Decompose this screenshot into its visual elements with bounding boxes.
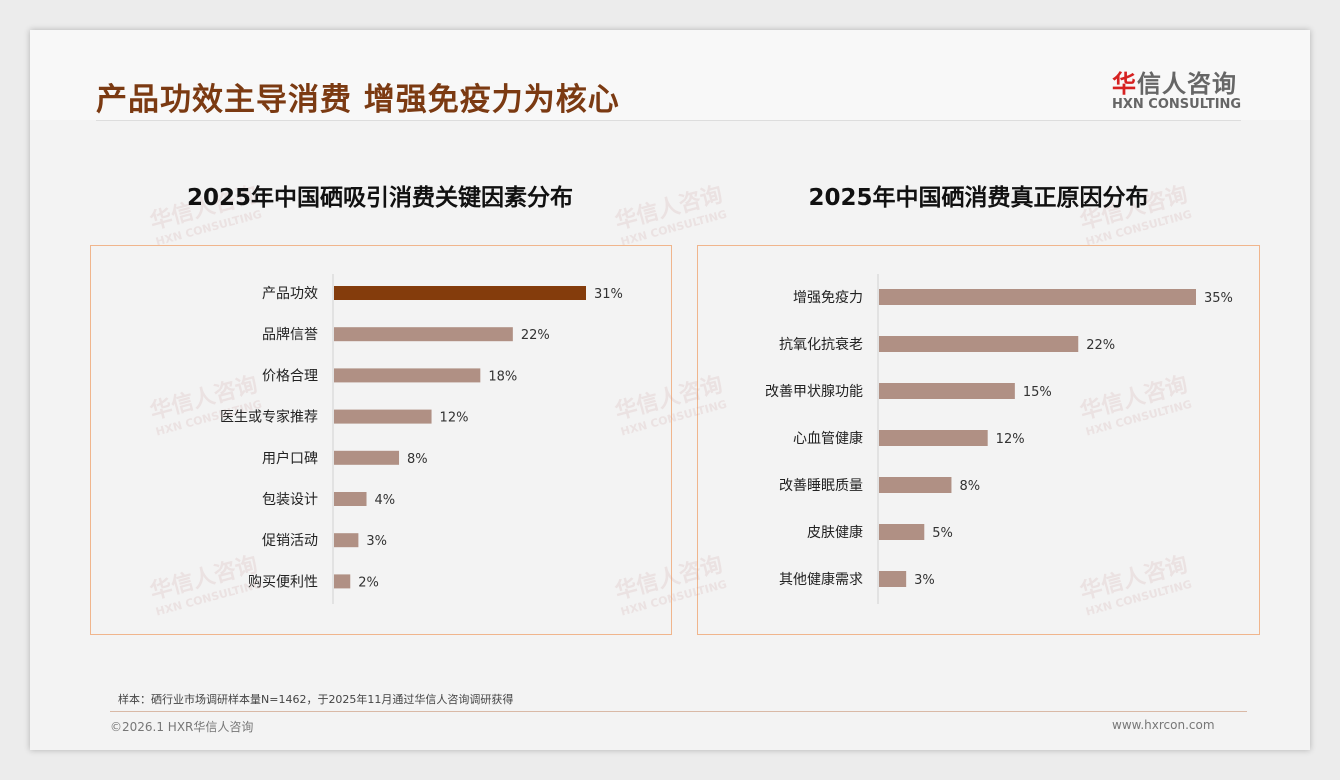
category-label: 包装设计 <box>262 492 318 508</box>
bar <box>334 327 513 342</box>
bar <box>334 286 586 300</box>
category-label: 产品功效 <box>262 286 318 302</box>
data-label: 5% <box>932 526 953 541</box>
category-label: 品牌信誉 <box>262 326 318 343</box>
bar <box>334 574 351 589</box>
bar <box>334 533 359 548</box>
bar <box>879 289 1196 305</box>
bar <box>334 409 432 424</box>
logo-cn: 华信人咨询 <box>1112 70 1237 98</box>
website-link[interactable]: www.hxrcon.com <box>1112 718 1215 732</box>
bar <box>879 336 1079 352</box>
bar <box>334 492 367 506</box>
chart-right: 增强免疫力 35% 抗氧化抗衰老 22% 改善甲状腺功能 15% 心血管健康 12% 改善睡眠质… <box>765 274 1233 604</box>
category-label: 促销活动 <box>262 533 318 549</box>
chart-title-left: 2025年中国硒吸引消费关键因素分布 <box>186 185 573 211</box>
category-label: 皮肤健康 <box>807 524 863 541</box>
slide: 产品功效主导消费 增强免疫力为核心 华信人咨询 HXN CONSULTING 华… <box>30 30 1310 750</box>
bar <box>879 430 988 446</box>
data-label: 22% <box>1086 338 1115 353</box>
category-label: 价格合理 <box>262 368 318 384</box>
data-label: 12% <box>440 411 469 426</box>
divider <box>96 120 1241 121</box>
data-label: 3% <box>914 573 935 588</box>
bar <box>879 571 907 587</box>
chart-panel-right: 增强免疫力 35% 抗氧化抗衰老 22% 改善甲状腺功能 15% 心血管健康 12% 改善睡眠质… <box>697 245 1260 635</box>
page-title: 产品功效主导消费 增强免疫力为核心 <box>96 82 620 118</box>
bar <box>879 383 1015 399</box>
data-label: 18% <box>488 369 517 384</box>
bar <box>334 368 481 383</box>
data-label: 4% <box>375 493 396 508</box>
data-label: 15% <box>1023 385 1052 400</box>
category-label: 改善睡眠质量 <box>779 478 863 494</box>
bar <box>334 450 400 465</box>
bar <box>879 477 952 493</box>
category-label: 医生或专家推荐 <box>220 409 318 426</box>
category-label: 用户口碑 <box>262 450 318 467</box>
data-label: 22% <box>521 328 550 343</box>
category-label: 增强免疫力 <box>793 290 863 306</box>
header <box>30 30 1310 120</box>
category-label: 改善甲状腺功能 <box>765 384 863 400</box>
logo-en: HXN CONSULTING <box>1112 97 1242 112</box>
data-label: 31% <box>594 287 623 302</box>
chart-left: 产品功效 31% 品牌信誉 22% 价格合理 18% 医生或专家推荐 12% 用户口碑 8% 包装设… <box>220 274 623 604</box>
category-label: 购买便利性 <box>248 574 318 590</box>
copyright: ©2026.1 HXR华信人咨询 <box>110 720 254 734</box>
data-label: 35% <box>1204 291 1233 306</box>
data-label: 8% <box>407 452 428 467</box>
sample-note: 样本：硒行业市场调研样本量N=1462，于2025年11月通过华信人咨询调研获得 <box>118 693 514 706</box>
data-label: 2% <box>358 575 379 590</box>
data-label: 8% <box>959 479 980 494</box>
bar <box>879 524 925 540</box>
category-label: 抗氧化抗衰老 <box>779 336 863 353</box>
category-label: 心血管健康 <box>793 430 863 447</box>
footer-divider <box>110 711 1247 712</box>
data-label: 3% <box>366 534 387 549</box>
logo: 华信人咨询 HXN CONSULTING <box>1112 64 1241 112</box>
data-label: 12% <box>996 432 1025 447</box>
chart-title-right: 2025年中国硒消费真正原因分布 <box>808 185 1149 211</box>
category-label: 其他健康需求 <box>779 571 863 588</box>
chart-panel-left: 产品功效 31% 品牌信誉 22% 价格合理 18% 医生或专家推荐 12% 用户口碑 8% 包装设… <box>90 245 672 635</box>
